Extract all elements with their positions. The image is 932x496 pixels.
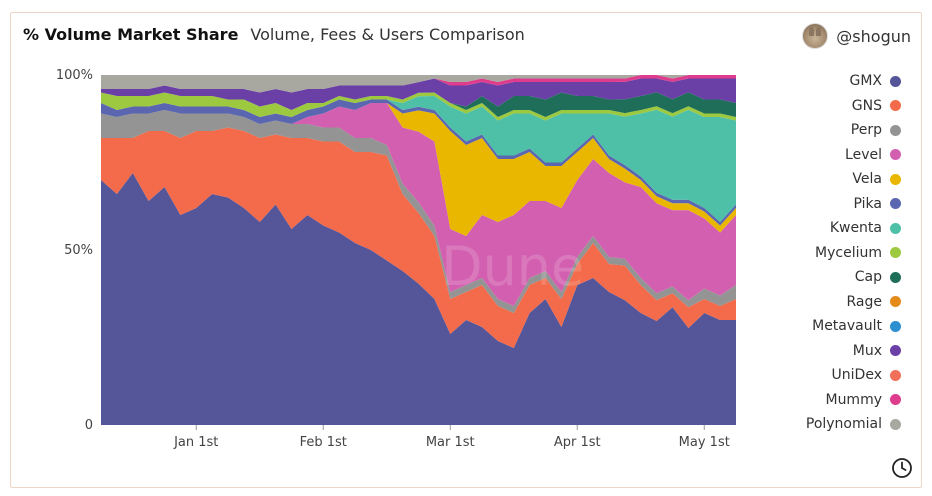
legend-swatch [890, 320, 901, 332]
legend-label: Level [845, 146, 882, 163]
legend-item-cap[interactable]: Cap [751, 265, 901, 290]
y-tick-label: 0 [85, 418, 93, 433]
x-axis: Jan 1st Feb 1st Mar 1st Apr 1st May 1st [173, 425, 730, 450]
area-series-gns[interactable] [101, 127, 736, 349]
x-tick-label: Jan 1st [173, 435, 218, 450]
chart-title: % Volume Market Share [23, 25, 239, 44]
legend-item-vela[interactable]: Vela [751, 167, 901, 192]
area-series-cap[interactable] [101, 92, 736, 117]
legend-item-metavault[interactable]: Metavault [751, 314, 901, 339]
x-tick-label: May 1st [679, 435, 730, 450]
clock-icon[interactable] [891, 457, 913, 479]
area-series-mux[interactable] [101, 78, 736, 111]
area-series-vela[interactable] [101, 103, 736, 236]
chart-header: % Volume Market Share Volume, Fees & Use… [23, 25, 525, 49]
legend-swatch [890, 394, 901, 406]
legend-swatch [890, 296, 901, 308]
legend-label: Perp [850, 122, 882, 139]
area-series-mummy[interactable] [101, 75, 736, 93]
legend-item-unidex[interactable]: UniDex [751, 363, 901, 388]
legend-item-perp[interactable]: Perp [751, 118, 901, 143]
legend-swatch [890, 418, 901, 430]
legend-label: Polynomial [805, 416, 882, 433]
area-series-group [101, 75, 736, 425]
legend-swatch [890, 247, 901, 259]
legend-swatch [890, 222, 901, 234]
legend-swatch [890, 124, 901, 136]
legend-label: GNS [851, 97, 882, 114]
legend-item-mycelium[interactable]: Mycelium [751, 241, 901, 266]
legend-label: Mummy [825, 391, 882, 408]
legend-swatch [890, 369, 901, 381]
legend-label: Cap [854, 269, 882, 286]
area-series-mycelium[interactable] [101, 92, 736, 121]
area-series-perp[interactable] [101, 110, 736, 313]
stacked-area-chart: Dune 0 50% 100% Jan 1st Feb 1st Mar 1st Apr 1… [56, 68, 736, 450]
avatar-icon[interactable] [802, 23, 829, 49]
legend-item-gns[interactable]: GNS [751, 94, 901, 119]
x-tick-label: Mar 1st [426, 435, 475, 450]
legend-label: Mux [852, 342, 882, 359]
legend-swatch [890, 345, 901, 357]
author-name[interactable]: @shogun [836, 26, 911, 46]
legend-label: Vela [852, 171, 882, 188]
y-axis: 0 50% 100% [56, 68, 93, 433]
chart-card: % Volume Market Share Volume, Fees & Use… [10, 12, 922, 488]
area-series-polynomial[interactable] [101, 75, 736, 93]
y-tick-label: 50% [64, 243, 93, 258]
legend-label: Kwenta [829, 220, 882, 237]
legend-label: Metavault [812, 318, 882, 335]
legend-swatch [890, 75, 901, 87]
legend-label: Rage [846, 293, 883, 310]
legend-item-gmx[interactable]: GMX [751, 69, 901, 94]
chart-legend: GMX GNS Perp Level Vela Pika Kwenta Mycelium Cap… [751, 69, 901, 437]
legend-label: Mycelium [815, 244, 882, 261]
area-series-kwenta[interactable] [101, 96, 736, 222]
legend-item-mux[interactable]: Mux [751, 339, 901, 364]
legend-label: GMX [849, 73, 882, 90]
legend-item-pika[interactable]: Pika [751, 192, 901, 217]
dune-watermark: Dune [441, 235, 584, 298]
legend-item-level[interactable]: Level [751, 143, 901, 168]
legend-swatch [890, 271, 901, 283]
author-badge[interactable]: @shogun [802, 23, 911, 49]
legend-item-mummy[interactable]: Mummy [751, 388, 901, 413]
x-tick-label: Feb 1st [300, 435, 347, 450]
legend-label: UniDex [831, 367, 882, 384]
area-series-gmx[interactable] [101, 173, 736, 425]
legend-item-rage[interactable]: Rage [751, 290, 901, 315]
x-tick-label: Apr 1st [554, 435, 601, 450]
area-series-level[interactable] [101, 103, 736, 306]
y-tick-label: 100% [56, 68, 93, 83]
legend-swatch [890, 100, 901, 112]
legend-swatch [890, 198, 901, 210]
dashboard-subtitle[interactable]: Volume, Fees & Users Comparison [250, 25, 525, 44]
legend-label: Pika [853, 195, 882, 212]
legend-swatch [890, 173, 901, 185]
legend-item-kwenta[interactable]: Kwenta [751, 216, 901, 241]
legend-swatch [890, 149, 901, 161]
legend-item-polynomial[interactable]: Polynomial [751, 412, 901, 437]
